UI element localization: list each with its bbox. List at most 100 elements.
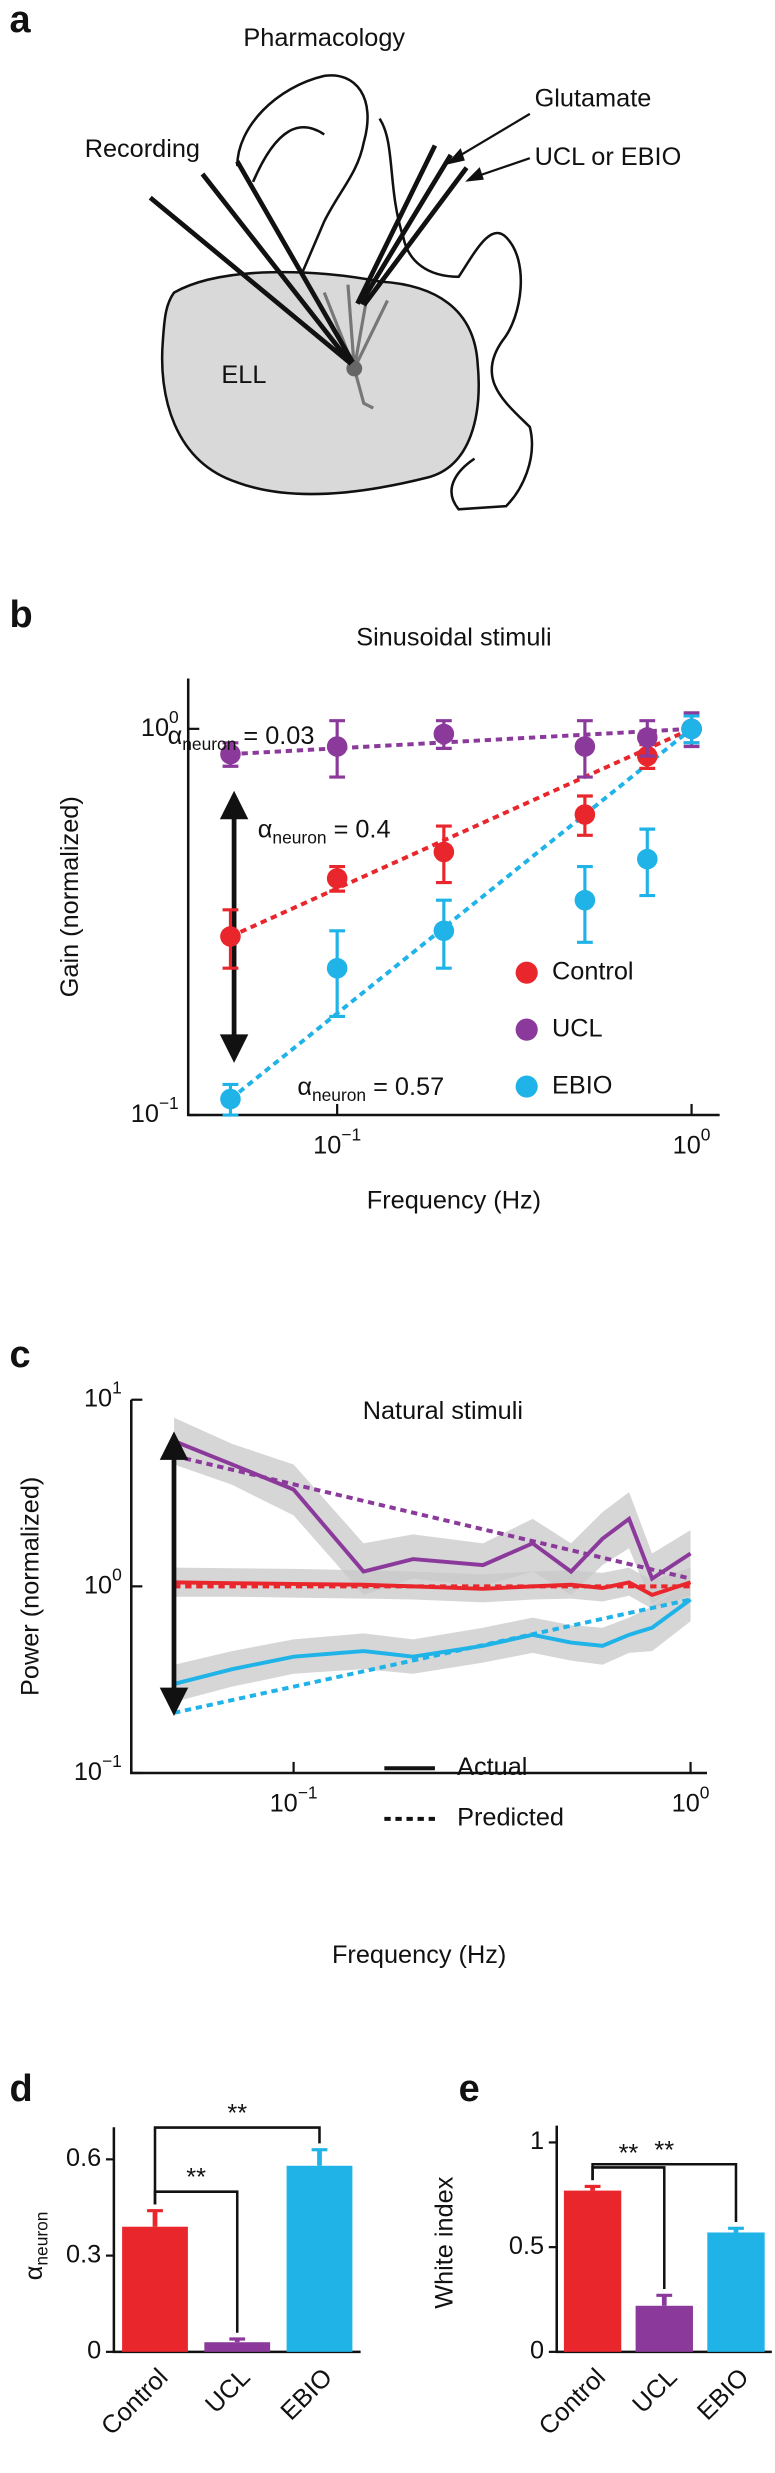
data-point [574, 889, 596, 911]
neuron [322, 284, 389, 410]
y-tick-label: 0.3 [66, 2240, 101, 2268]
significance-label: ** [654, 2136, 674, 2164]
glutamate-label: Glutamate [535, 84, 652, 112]
y-tick-label: 1 [530, 2127, 544, 2155]
data-point [326, 868, 348, 889]
significance-label: ** [619, 2139, 639, 2167]
legend-label: UCL [552, 1014, 603, 1042]
y-tick-label-exponent: 0 [112, 1564, 122, 1584]
y-tick-label-base: 10 [131, 1100, 159, 1128]
confidence-band [174, 1578, 691, 1703]
data-point [220, 1088, 241, 1110]
x-tick-label-base: 10 [672, 1789, 700, 1817]
legend-marker [515, 961, 538, 984]
alpha-text: = 0.03 [236, 722, 314, 750]
x-tick-label: UCL [200, 2363, 256, 2419]
y-tick-label-exponent: 1 [112, 1377, 122, 1397]
x-tick-label: 10−1 [270, 1782, 318, 1817]
legend-label: Predicted [457, 1804, 564, 1832]
alpha-symbol: α [258, 815, 273, 843]
alpha-label: αneuron [19, 2212, 51, 2281]
data-point [220, 926, 241, 947]
recording-label: Recording [85, 135, 200, 163]
data-point [433, 841, 455, 863]
x-tick-label: EBIO [275, 2363, 338, 2426]
legend-label: EBIO [552, 1071, 612, 1099]
y-tick-label: 100 [141, 706, 179, 741]
electrodes [148, 144, 469, 366]
alpha-subscript: neuron [31, 2212, 51, 2266]
legend-label: Control [552, 957, 634, 985]
x-axis-label: Frequency (Hz) [367, 1187, 541, 1215]
chart-title: Natural stimuli [363, 1397, 523, 1425]
x-tick-label: UCL [627, 2363, 683, 2419]
legend-label: Actual [457, 1753, 527, 1781]
data-point [574, 736, 596, 757]
ell-region [160, 270, 480, 496]
confidence-band [174, 1417, 691, 1605]
x-tick-label-exponent: 0 [700, 1782, 710, 1802]
arrow-head [159, 1687, 189, 1717]
x-tick-label-base: 10 [313, 1131, 341, 1159]
bar [286, 2165, 353, 2352]
y-tick-label: 101 [84, 1377, 122, 1412]
x-tick-label-exponent: 0 [701, 1124, 711, 1144]
actual-line [174, 1580, 692, 1598]
chart-title: Sinusoidal stimuli [356, 624, 551, 652]
alpha-symbol: α [297, 1073, 312, 1101]
data-point [681, 718, 702, 740]
panel-label: c [9, 1334, 30, 1376]
alpha-label: αneuron = 0.4 [258, 815, 391, 847]
y-tick-label: 0.6 [66, 2144, 101, 2172]
actual-line [173, 1439, 692, 1582]
significance-bracket [153, 2126, 321, 2205]
panel-label: a [9, 0, 31, 41]
alpha-subscript: neuron [182, 734, 236, 754]
y-tick-label: 10−1 [131, 1093, 179, 1128]
data-point [637, 727, 658, 748]
x-axis-label: Frequency (Hz) [332, 1941, 506, 1969]
arrow-head [159, 1431, 189, 1460]
y-tick-label-base: 10 [141, 714, 169, 742]
y-tick-label-exponent: −1 [102, 1751, 122, 1771]
data-point [574, 804, 596, 825]
x-tick-label: Control [534, 2363, 611, 2440]
y-tick-label: 100 [84, 1564, 122, 1599]
panel-label: e [459, 2068, 480, 2110]
x-tick-label-base: 10 [673, 1131, 701, 1159]
brain-outline [235, 74, 369, 278]
bar [707, 2232, 765, 2352]
y-tick-label-base: 10 [84, 1384, 112, 1412]
significance-bracket [591, 2163, 738, 2222]
y-tick-label-base: 10 [84, 1571, 112, 1599]
bar [563, 2190, 622, 2352]
y-tick-label: 10−1 [74, 1751, 122, 1786]
legend-marker [515, 1075, 538, 1098]
panel-label: b [9, 594, 32, 636]
alpha-label: αneuron = 0.57 [297, 1073, 444, 1105]
alpha-subscript: neuron [272, 827, 326, 847]
alpha-text: = 0.4 [327, 815, 391, 843]
bar [122, 2226, 188, 2352]
x-tick-label: Control [96, 2363, 173, 2440]
alpha-label: αneuron = 0.03 [168, 722, 315, 754]
x-tick-label: 10−1 [313, 1124, 361, 1159]
drug-label: UCL or EBIO [535, 143, 682, 171]
y-axis-label: Power (normalized) [16, 1477, 44, 1696]
alpha-symbol: α [19, 2266, 47, 2281]
alpha-text: = 0.57 [366, 1073, 444, 1101]
fit-line [229, 727, 693, 939]
actual-line [173, 1597, 692, 1686]
x-tick-label: 100 [673, 1124, 711, 1159]
legend-marker [515, 1018, 538, 1041]
x-tick-label: EBIO [692, 2363, 755, 2426]
x-tick-label: 100 [672, 1782, 710, 1817]
region-label: ELL [221, 361, 266, 389]
arrow-head [219, 1034, 249, 1063]
x-tick-label-exponent: −1 [298, 1782, 318, 1802]
fit-line [229, 727, 693, 1101]
alpha-symbol: α [168, 722, 183, 750]
pointer-arrows [446, 112, 531, 182]
